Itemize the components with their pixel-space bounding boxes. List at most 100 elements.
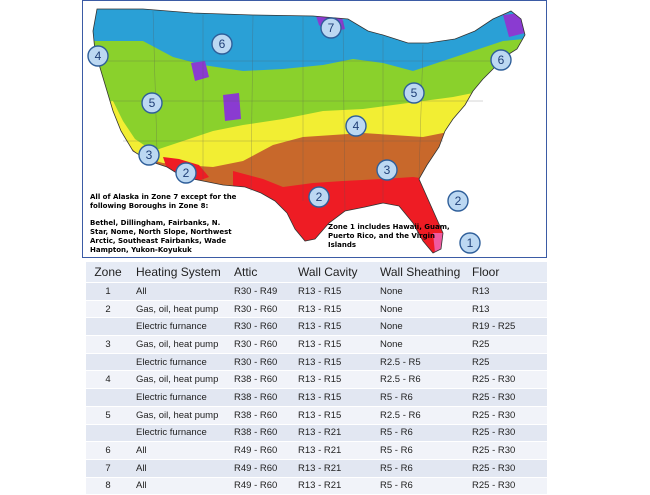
- cell-wall-sheathing: None: [374, 282, 466, 301]
- svg-text:4: 4: [95, 49, 102, 63]
- svg-text:2: 2: [455, 194, 462, 208]
- cell-wall-cavity: R13 - R15: [292, 353, 374, 372]
- cell-floor: R25: [466, 353, 547, 372]
- column-header-floor: Floor: [466, 262, 547, 283]
- cell-heating-system: All: [130, 477, 228, 495]
- cell-heating-system: Electric furnance: [130, 388, 228, 407]
- cell-zone: 7: [86, 459, 130, 478]
- cell-floor: R25 - R30: [466, 441, 547, 460]
- zone-1-note: Zone 1 includes Hawaii, Guam, Puerto Ric…: [328, 223, 450, 249]
- svg-text:5: 5: [149, 96, 156, 110]
- column-header-attic: Attic: [228, 262, 292, 283]
- cell-floor: R25 - R30: [466, 388, 547, 407]
- cell-zone: [86, 317, 130, 337]
- zone-marker-6-east: 6: [490, 49, 512, 71]
- svg-text:6: 6: [498, 53, 505, 67]
- cell-floor: R13: [466, 300, 547, 319]
- cell-zone: [86, 388, 130, 407]
- zone-marker-1: 1: [459, 232, 481, 254]
- cell-floor: R25 - R30: [466, 424, 547, 443]
- cell-wall-cavity: R13 - R15: [292, 370, 374, 390]
- map-graphic: 1 2 2 2 3 3 4 4 5 5 6 6 7: [87, 8, 526, 254]
- cell-attic: R38 - R60: [228, 388, 292, 407]
- cell-wall-cavity: R13 - R21: [292, 424, 374, 443]
- cell-heating-system: All: [130, 441, 228, 460]
- zone-marker-2-south: 2: [308, 186, 330, 208]
- cell-wall-cavity: R13 - R15: [292, 388, 374, 407]
- table-body: 1 All R30 - R49 R13 - R15 None R13 2 Gas, oil, …: [86, 282, 547, 495]
- cell-heating-system: Gas, oil, heat pump: [130, 406, 228, 425]
- zone-7-region-maine: [503, 13, 525, 37]
- table-row: Electric furnance R38 - R60 R13 - R15 R5 - …: [86, 388, 547, 407]
- cell-floor: R19 - R25: [466, 317, 547, 337]
- cell-wall-sheathing: None: [374, 317, 466, 337]
- svg-text:4: 4: [353, 119, 360, 133]
- column-header-zone: Zone: [86, 262, 130, 283]
- zone-7-region-west: [191, 61, 209, 81]
- cell-attic: R30 - R60: [228, 353, 292, 372]
- cell-floor: R25 - R30: [466, 459, 547, 478]
- cell-heating-system: All: [130, 282, 228, 301]
- alaska-note: All of Alaska in Zone 7 except for the f…: [90, 193, 237, 210]
- cell-heating-system: Gas, oil, heat pump: [130, 370, 228, 390]
- zone-markers: 1 2 2 2 3 3 4 4 5 5 6 6 7: [87, 17, 512, 254]
- cell-floor: R25 - R30: [466, 406, 547, 425]
- cell-wall-cavity: R13 - R15: [292, 406, 374, 425]
- cell-attic: R30 - R49: [228, 282, 292, 301]
- zone-marker-2-east: 2: [447, 190, 469, 212]
- cell-zone: 5: [86, 406, 130, 425]
- cell-heating-system: Electric furnance: [130, 317, 228, 337]
- cell-wall-sheathing: R5 - R6: [374, 477, 466, 495]
- svg-text:1: 1: [467, 236, 474, 250]
- cell-zone: 1: [86, 282, 130, 301]
- zone-marker-6-west: 6: [211, 33, 233, 55]
- cell-zone: 3: [86, 335, 130, 354]
- insulation-table: Zone Heating System Attic Wall Cavity Wa…: [86, 262, 547, 495]
- cell-attic: R30 - R60: [228, 300, 292, 319]
- cell-wall-sheathing: R5 - R6: [374, 424, 466, 443]
- cell-wall-cavity: R13 - R15: [292, 300, 374, 319]
- cell-heating-system: Gas, oil, heat pump: [130, 300, 228, 319]
- cell-wall-cavity: R13 - R15: [292, 317, 374, 337]
- cell-attic: R49 - R60: [228, 459, 292, 478]
- cell-zone: [86, 424, 130, 443]
- cell-wall-sheathing: R2.5 - R6: [374, 406, 466, 425]
- cell-zone: 4: [86, 370, 130, 390]
- table-row: 6 All R49 - R60 R13 - R21 R5 - R6 R25 - R30: [86, 441, 547, 460]
- table-row: Electric furnance R38 - R60 R13 - R21 R5 - …: [86, 424, 547, 443]
- cell-attic: R38 - R60: [228, 424, 292, 443]
- zone-marker-2-west: 2: [175, 162, 197, 184]
- column-header-heating-system: Heating System: [130, 262, 228, 283]
- cell-heating-system: All: [130, 459, 228, 478]
- table-row: 8 All R49 - R60 R13 - R21 R5 - R6 R25 - R30: [86, 477, 547, 495]
- cell-floor: R13: [466, 282, 547, 301]
- svg-text:5: 5: [411, 86, 418, 100]
- svg-text:2: 2: [316, 190, 323, 204]
- table-row: Electric furnance R30 - R60 R13 - R15 R2.5 …: [86, 353, 547, 372]
- zone-marker-4-west: 4: [87, 45, 109, 67]
- zone-7-region-colorado: [223, 93, 241, 121]
- cell-wall-sheathing: R5 - R6: [374, 441, 466, 460]
- cell-floor: R25: [466, 335, 547, 354]
- cell-wall-sheathing: R2.5 - R6: [374, 370, 466, 390]
- cell-wall-sheathing: R5 - R6: [374, 388, 466, 407]
- zone-marker-3-south: 3: [376, 159, 398, 181]
- cell-floor: R25 - R30: [466, 477, 547, 495]
- zone-marker-4-central: 4: [345, 115, 367, 137]
- svg-text:3: 3: [146, 148, 153, 162]
- climate-zone-map: 1 2 2 2 3 3 4 4 5 5 6 6 7 All of Alaska …: [82, 0, 547, 258]
- alaska-boroughs-note: Bethel, Dillingham, Fairbanks, N. Star, …: [90, 219, 232, 254]
- cell-attic: R49 - R60: [228, 441, 292, 460]
- cell-wall-cavity: R13 - R15: [292, 335, 374, 354]
- column-header-wall-sheathing: Wall Sheathing: [374, 262, 466, 283]
- cell-wall-cavity: R13 - R15: [292, 282, 374, 301]
- cell-wall-cavity: R13 - R21: [292, 441, 374, 460]
- svg-text:3: 3: [384, 163, 391, 177]
- table-row: 7 All R49 - R60 R13 - R21 R5 - R6 R25 - R30: [86, 459, 547, 478]
- cell-attic: R49 - R60: [228, 477, 292, 495]
- cell-zone: 6: [86, 441, 130, 460]
- cell-heating-system: Electric furnance: [130, 353, 228, 372]
- table-row: 1 All R30 - R49 R13 - R15 None R13: [86, 282, 547, 301]
- column-header-wall-cavity: Wall Cavity: [292, 262, 374, 283]
- cell-heating-system: Electric furnance: [130, 424, 228, 443]
